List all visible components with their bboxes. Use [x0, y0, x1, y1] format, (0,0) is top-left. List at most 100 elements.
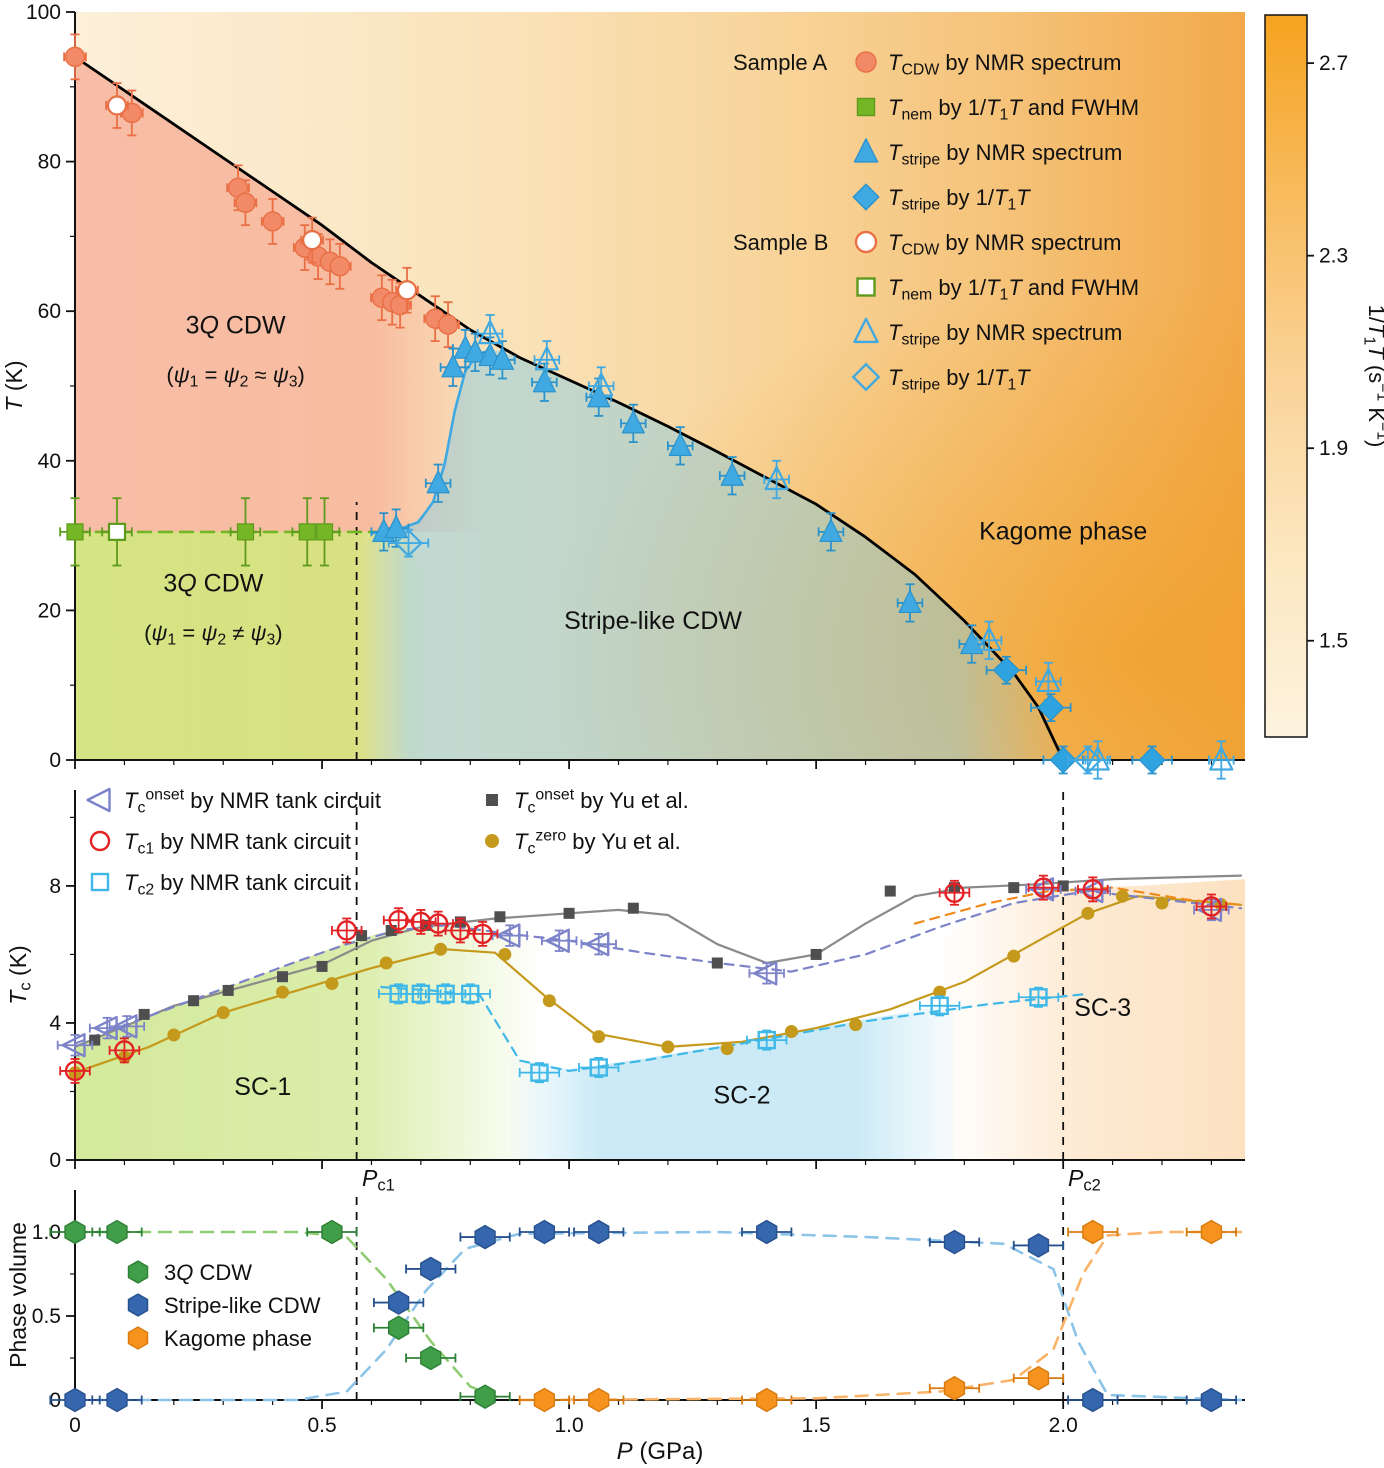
- tc-onset-yu-marker: [89, 1034, 101, 1046]
- tstripe-nmr-sample-b-marker: [1036, 667, 1061, 693]
- superconducting-tc-ytick-8: 8: [49, 875, 61, 898]
- phase-diagram-legend-label-2: Tstripe by NMR spectrum: [888, 140, 1122, 168]
- tc2-nmr-marker: [757, 1030, 776, 1050]
- volume-3q-cdw-marker: [420, 1345, 442, 1371]
- phase-diagram-legend-marker-5: [856, 277, 876, 297]
- phase-diagram-legend-label-1: Tnem by 1/T1T and FWHM: [888, 95, 1139, 123]
- phase-diagram-ytick-20: 20: [38, 599, 61, 622]
- phase-diagram-legend-marker-3: [852, 183, 880, 211]
- volume-stripe-cdw-marker: [1027, 1233, 1050, 1258]
- tstripe-nmr-sample-a-marker: [441, 354, 465, 378]
- tc-zero-yu-marker: [1155, 896, 1169, 910]
- tc-zero-yu-marker: [542, 994, 556, 1008]
- colorbar-gradient: [1264, 14, 1308, 738]
- volume-kagome: [518, 1219, 1238, 1413]
- phase-volume-ytick-0.5: 0.5: [32, 1305, 61, 1328]
- tc-onset-yu-marker: [1057, 880, 1069, 892]
- tc2-nmr-marker: [411, 984, 431, 1004]
- tc2-nmr-marker: [1029, 988, 1048, 1007]
- phase-diagram-y-axis-title: T (K): [1, 360, 27, 411]
- label-sc3: SC-3: [1074, 994, 1131, 1022]
- tc-onset-yu-marker: [627, 902, 639, 914]
- volume-stripe-cdw-marker: [943, 1229, 966, 1255]
- tstripe-nmr-sample-b-marker: [764, 465, 789, 491]
- tc1-nmr: [59, 874, 1228, 1084]
- region-stripe-cdw: [361, 348, 1064, 760]
- phase-diagram-legend-marker-1: [856, 97, 876, 117]
- tc1-nmr-marker: [450, 920, 471, 941]
- superconducting-tc-y-axis-title: Tc (K): [5, 945, 35, 1004]
- tc2-nmr-marker: [930, 996, 949, 1016]
- label-3q-cdw-lower: 3Q CDW: [163, 570, 263, 598]
- volume-kagome-marker: [1027, 1365, 1050, 1391]
- tc-onset-yu-marker: [810, 948, 822, 960]
- phase-diagram-ytick-40: 40: [38, 450, 61, 473]
- volume-3q-cdw-marker: [106, 1219, 128, 1245]
- tnem-sample-b-marker: [107, 522, 127, 541]
- superconducting-tc-legend-marker-2: [90, 872, 110, 892]
- tnem-sample-a-marker: [236, 523, 255, 541]
- superconducting-tc-legend-label-2: Tc2 by NMR tank circuit: [124, 870, 351, 898]
- volume-stripe-cdw-marker: [387, 1290, 410, 1315]
- volume-3q-cdw-marker: [387, 1315, 410, 1341]
- tc-onset-nmr-marker: [753, 961, 778, 986]
- tc-onset-yu-marker: [494, 911, 506, 923]
- phase-diagram-legend-marker-4: [854, 230, 878, 254]
- tc1-nmr-marker: [472, 923, 493, 945]
- tstripe-t1t-sample-a-marker: [1049, 746, 1077, 774]
- tc-zero-yu-marker: [434, 942, 448, 956]
- tc-zero-yu-marker: [167, 1028, 181, 1042]
- volume-3q-cdw-marker: [64, 1219, 86, 1245]
- volume-stripe-cdw-marker: [588, 1219, 610, 1245]
- tc1-nmr-marker: [944, 882, 965, 903]
- colorbar-tick-1.9: 1.9: [1319, 437, 1348, 460]
- phase-diagram-ytick-100: 100: [26, 1, 61, 24]
- volume-stripe-cdw: [49, 1219, 1238, 1413]
- phase-volume-xtick-0: 0: [69, 1414, 81, 1437]
- region-sc3: [939, 879, 1245, 1160]
- tc1-nmr-marker: [336, 920, 357, 941]
- tc-onset-nmr-marker: [61, 1033, 86, 1058]
- phase-diagram-ytick-0: 0: [49, 749, 61, 772]
- tnem-sample-a-marker: [66, 523, 84, 541]
- phase-volume-xtick-0.5: 0.5: [307, 1414, 336, 1437]
- phase-diagram-legend-label-4: TCDW by NMR spectrum: [888, 230, 1121, 258]
- phase-diagram-legend-label-0: TCDW by NMR spectrum: [888, 50, 1121, 78]
- tc-zero-yu-marker: [849, 1018, 863, 1032]
- tcdw-sample-b-marker: [106, 95, 128, 116]
- tstripe-t1t-sample-a-marker: [1037, 694, 1065, 722]
- tstripe-t1t-sample-b-marker: [1073, 745, 1103, 775]
- colorbar: 1.5 1.9 2.3 2.7 1/T1T (s−1 K−1): [1264, 14, 1384, 738]
- tc-onset-nmr-marker: [585, 931, 610, 957]
- superconducting-tc-legend-marker-1: [89, 830, 111, 852]
- phase-diagram-ytick-80: 80: [38, 151, 61, 174]
- tstripe-t1t-sample-a-marker: [1138, 746, 1166, 774]
- label-stripe-cdw: Stripe-like CDW: [564, 607, 742, 635]
- tc1-nmr-marker: [427, 913, 449, 934]
- tcdw-sample-a-marker: [235, 192, 256, 213]
- tstripe-nmr-sample-b-marker: [534, 346, 559, 371]
- label-3q-cdw-upper: 3Q CDW: [186, 312, 286, 340]
- tstripe-nmr-sample-b-marker: [1085, 746, 1110, 771]
- phase-volume-xtick-1.5: 1.5: [802, 1414, 831, 1437]
- label-3q-cdw-upper-psi: (ψ1 = ψ2 ≈ ψ3): [166, 362, 305, 390]
- phase-diagram-legend-label-6: Tstripe by NMR spectrum: [888, 320, 1122, 348]
- tc-onset-nmr-marker: [113, 1014, 138, 1039]
- phase-volume-legend-marker-0: [127, 1260, 149, 1284]
- tc-onset-yu-marker: [188, 995, 200, 1007]
- phase-diagram: 0 20 40 60 80 100 3Q CDW (ψ1 = ψ2 ≈ ψ3) 3Q CDW (ψ…: [1, 1, 1384, 780]
- tc2-nmr: [377, 983, 1060, 1084]
- x-axis-title: P (GPa): [617, 1438, 704, 1465]
- tcdw-sample-a-marker: [262, 211, 283, 232]
- volume-kagome-marker: [1200, 1219, 1223, 1245]
- superconducting-tc-legend-label-3: Tconset by Yu et al.: [514, 787, 689, 817]
- tnem-sample-a-marker: [315, 523, 334, 541]
- tc2-nmr-marker: [589, 1058, 608, 1077]
- tstripe-t1t-sample-a: [985, 655, 1173, 775]
- phase-diagram-legend-label-5: Tnem by 1/T1T and FWHM: [888, 275, 1139, 303]
- superconducting-tc-ytick-4: 4: [49, 1012, 61, 1035]
- phase-diagram-legend-marker-0: [855, 51, 877, 73]
- tc2-nmr-marker: [389, 984, 408, 1004]
